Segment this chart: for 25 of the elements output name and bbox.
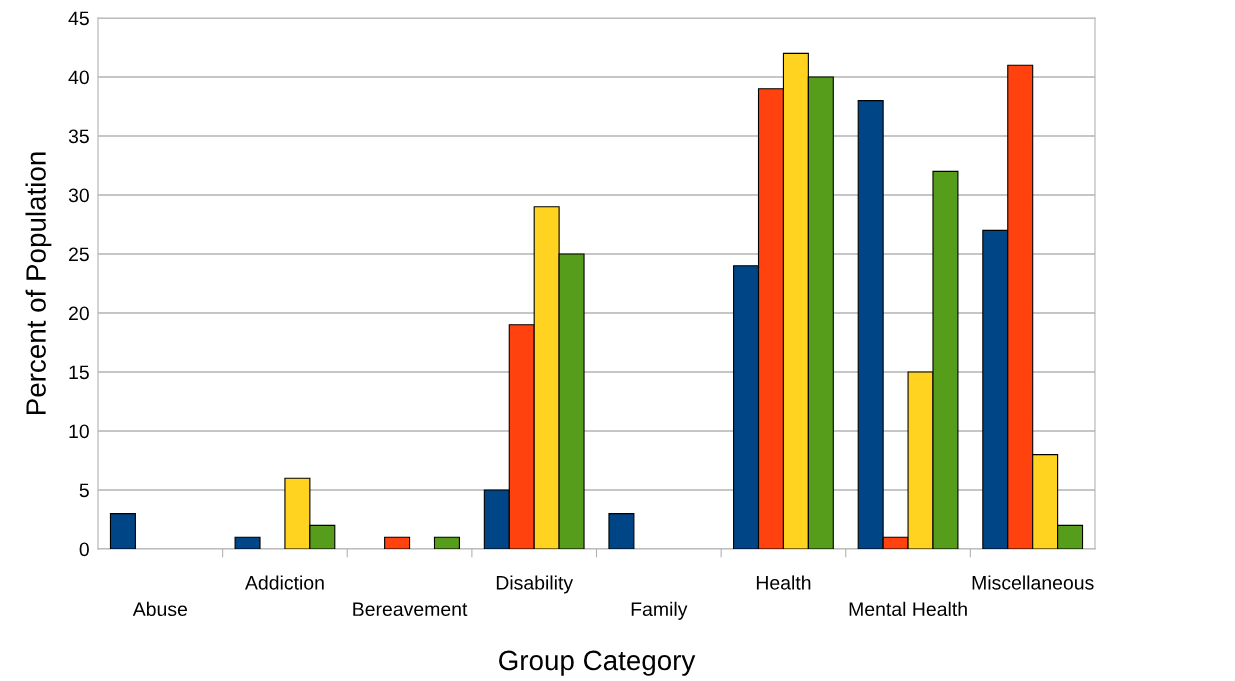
bar: [384, 536, 411, 549]
x-axis-title: Group Category: [499, 650, 696, 676]
y-axis-title: Percent of Population: [25, 152, 52, 415]
y-tick-label: 25: [69, 247, 89, 262]
y-tick-label: 0: [79, 542, 89, 557]
x-tick-label: Miscellaneous: [972, 575, 1094, 590]
y-tick-label: 30: [68, 188, 89, 203]
y-tick-label: 40: [68, 70, 89, 85]
x-tick-label: Abuse: [132, 601, 188, 617]
x-tick-label: Mental Health: [849, 601, 967, 617]
y-tick-label: 20: [69, 306, 89, 321]
x-tick-label: Bereavement: [353, 602, 468, 617]
y-tick-label: 5: [79, 483, 89, 498]
y-tick-label: 15: [69, 365, 89, 380]
bar: [433, 536, 460, 549]
bar: [608, 513, 635, 549]
bar: [109, 513, 136, 549]
x-tick-label: Disability: [496, 575, 574, 594]
y-tick-label: 35: [68, 129, 89, 144]
x-tick-label: Health: [756, 575, 811, 590]
bar: [234, 536, 261, 549]
x-tick-label: Family: [631, 601, 688, 620]
y-tick-label: 45: [68, 11, 89, 26]
x-tick-label: Addiction: [244, 575, 324, 590]
y-tick-label: 10: [69, 424, 89, 439]
